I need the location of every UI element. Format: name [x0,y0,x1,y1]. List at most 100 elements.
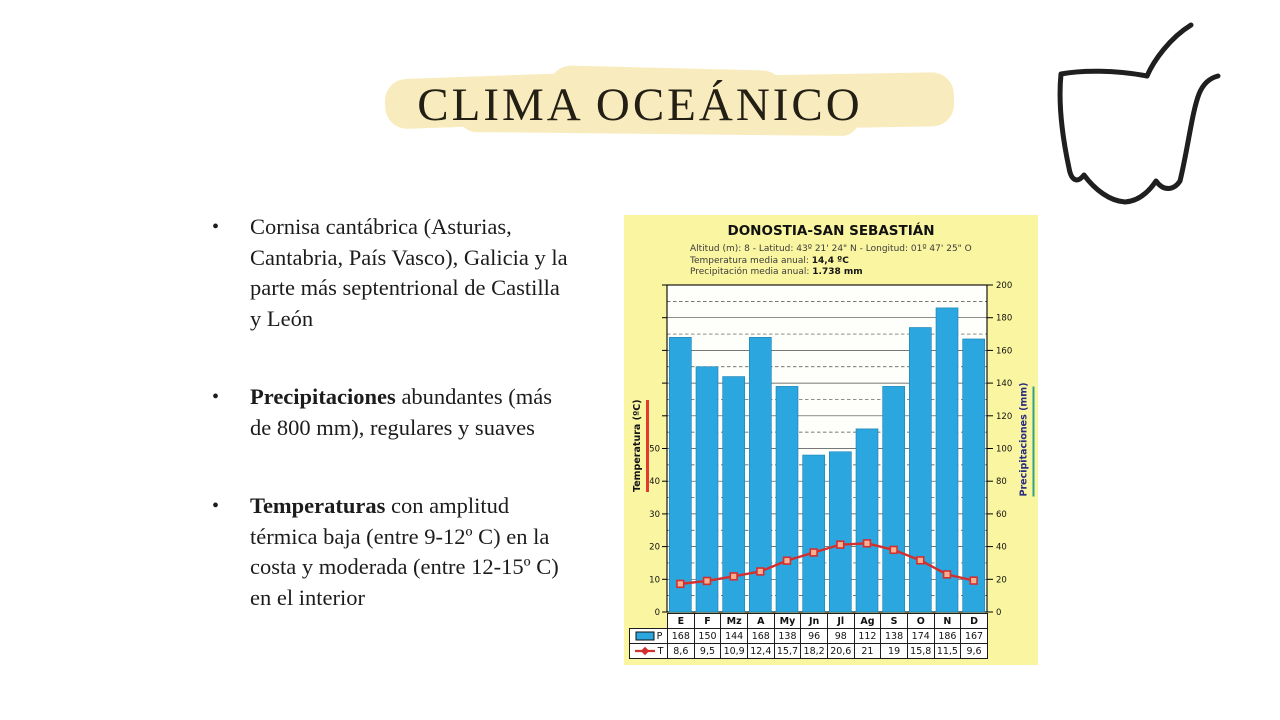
precipitation-bar-My [775,386,799,613]
temperature-value-cell: 8,6 [667,643,695,659]
bullet-text: Precipitaciones abundantes (más de 800 m… [250,384,553,440]
temperature-marker-Jl [836,540,845,549]
right-axis-tick-label: 180 [996,314,1012,324]
month-header-cell: S [880,613,908,629]
page-title: CLIMA OCEÁNICO [417,79,863,131]
right-axis-tick-label: 120 [996,412,1012,422]
month-header-cell: Jn [800,613,828,629]
temperature-marker-O [916,556,925,565]
precipitation-value-cell: 167 [960,628,988,644]
temperature-marker-S [889,545,898,555]
right-axis-tick-label: 20 [996,575,1007,585]
left-axis-tick-label: 40 [649,477,660,487]
precipitation-bar-O [909,327,932,613]
temperature-value-cell: 18,2 [800,643,828,659]
precipitation-bar-Jl [829,451,852,613]
bullet-marker: • [212,216,220,238]
right-axis-tick-label: 160 [996,346,1012,356]
month-header-cell: My [773,613,802,629]
month-header-cell: O [906,613,935,629]
precipitation-value-cell: 112 [853,628,882,644]
precipitation-value-cell: 174 [906,628,935,644]
list-item: • Temperaturas con amplitud térmica baja … [212,491,612,613]
temperature-marker-F [702,576,712,586]
temperature-value-cell: 9,6 [960,643,988,659]
precipitation-bar-E [669,337,692,613]
precipitation-value-cell: 98 [826,628,855,644]
temperature-value-cell: 9,5 [693,643,722,659]
left-axis-tick-label: 50 [649,445,660,455]
right-axis-tick-label: 100 [996,445,1012,455]
list-item: • Cornisa cantábrica (Asturias, Cantabria… [212,212,612,334]
month-header-cell: E [667,613,695,629]
precipitation-bar-S [882,386,905,613]
precipitation-legend-cell: P [629,628,668,644]
month-header-cell: N [933,613,962,629]
temperature-marker-My [782,556,792,565]
chart-data-table: E F Mz A My Jn Jl Ag S O N D P 168 150 144 168 138 96 98 112… [629,613,988,659]
month-header-cell: F [693,613,722,629]
right-axis-tick-label: 60 [996,510,1007,520]
right-axis-tick-label: 140 [996,379,1012,389]
temperature-marker-N [942,570,952,579]
bullet-text: Cornisa cantábrica (Asturias, Cantabria,… [250,214,568,331]
temperature-marker-E [676,579,685,589]
slide-title-row: CLIMA OCEÁNICO [0,65,1280,138]
month-header-cell: Mz [720,613,748,629]
right-axis-tick-label: 40 [996,543,1007,553]
right-axis-title: Precipitaciones (mm) [1017,382,1035,497]
temperature-marker-D [969,576,978,585]
bullet-text: Temperaturas con amplitud térmica baja (… [250,493,559,610]
chart-title: DONOSTIA-SAN SEBASTIÁN [727,223,935,239]
precipitation-bar-Ag [855,428,879,613]
left-axis-tick-label: 10 [649,575,660,585]
precipitation-value-cell: 138 [773,628,802,644]
bullet-marker: • [212,495,220,517]
list-item: • Precipitaciones abundantes (más de 800 … [212,382,612,443]
precipitation-bar-Jn [802,454,825,613]
temperature-value-cell: 15,7 [773,643,802,659]
table-spacer-cell [630,614,668,629]
temperature-marker-Ag [862,539,872,548]
temperature-marker-Mz [729,572,738,581]
temperature-value-cell: 15,8 [906,643,935,659]
left-axis-title: Temperatura (ºC) [631,399,649,492]
temperature-value-cell: 10,9 [720,643,748,659]
month-header-cell: D [960,613,988,629]
climograph-plot: 0 10 20 30 40 50 0 20 40 60 80 100 120 140 160 180 200 [649,281,1012,618]
precipitation-value-cell: 138 [880,628,908,644]
temperature-value-cell: 21 [853,643,882,659]
precipitation-value-cell: 96 [800,628,828,644]
precipitation-legend-swatch [635,631,655,641]
climograph-card: DONOSTIA-SAN SEBASTIÁN Altitud (m): 8 - … [624,215,1038,665]
precipitation-value-cell: 168 [746,628,775,644]
bullet-marker: • [212,386,220,408]
precipitation-value-cell: 186 [933,628,962,644]
temperature-value-cell: 20,6 [826,643,855,659]
month-header-cell: Ag [853,613,882,629]
temperature-line [680,542,974,586]
left-axis-tick-label: 30 [649,510,660,520]
precipitation-bar-A [749,337,772,613]
month-header-cell: A [746,613,775,629]
precipitation-bar-N [935,307,959,613]
temperature-value-cell: 11,5 [933,643,962,659]
right-axis-tick-label: 0 [996,608,1001,618]
right-axis-tick-label: 200 [996,281,1012,291]
temperature-marker-A [756,567,765,576]
precipitation-value-cell: 150 [693,628,722,644]
left-axis-tick-label: 0 [655,608,660,618]
bullet-list: • Cornisa cantábrica (Asturias, Cantabria… [212,212,612,661]
precipitation-value-cell: 144 [720,628,748,644]
chart-mean-temp-line: Temperatura media anual: 14,4 ºC [690,255,849,266]
title-highlight-group: CLIMA OCEÁNICO [384,65,955,138]
month-header-cell: Jl [826,613,855,629]
temperature-value-cell: 19 [880,643,908,659]
precipitation-bar-F [695,366,719,613]
chart-location-line: Altitud (m): 8 - Latitud: 43º 21' 24" N … [690,244,972,254]
right-axis-tick-label: 80 [996,477,1007,487]
temperature-marker-Jn [809,548,818,557]
temperature-legend-marker [634,646,655,656]
hand-drawn-book-icon [1057,22,1221,205]
